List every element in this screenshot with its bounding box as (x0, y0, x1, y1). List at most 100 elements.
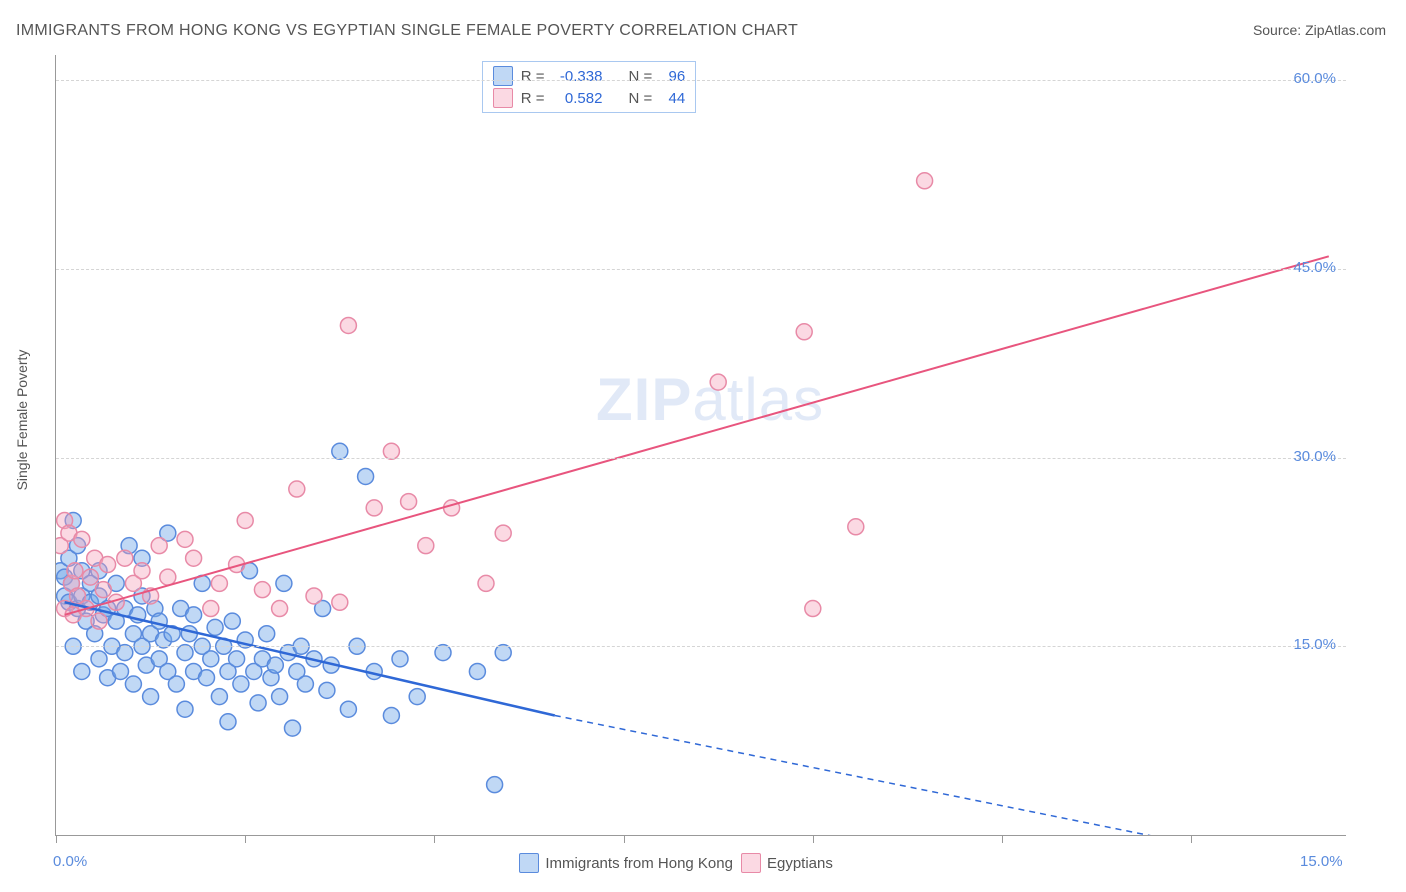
data-point (186, 550, 202, 566)
r-value: 0.582 (552, 90, 602, 107)
data-point (444, 500, 460, 516)
data-point (710, 374, 726, 390)
data-point (272, 689, 288, 705)
data-point (267, 657, 283, 673)
data-point (82, 569, 98, 585)
data-point (211, 575, 227, 591)
legend-swatch (519, 853, 539, 873)
data-point (237, 512, 253, 528)
data-point (74, 531, 90, 547)
data-point (74, 663, 90, 679)
data-point (181, 626, 197, 642)
data-point (796, 324, 812, 340)
n-label: N = (628, 90, 652, 107)
r-label: R = (521, 68, 545, 85)
x-tick (245, 835, 246, 843)
x-tick (434, 835, 435, 843)
data-point (250, 695, 266, 711)
data-point (401, 494, 417, 510)
data-point (91, 651, 107, 667)
data-point (848, 519, 864, 535)
data-point (805, 601, 821, 617)
data-point (67, 563, 83, 579)
data-point (340, 701, 356, 717)
n-value: 44 (660, 90, 685, 107)
legend-item: Egyptians (741, 853, 833, 873)
r-value: -0.338 (552, 68, 602, 85)
legend-stat-row: R = 0.582 N = 44 (493, 88, 686, 108)
data-point (186, 607, 202, 623)
gridline (56, 646, 1346, 647)
data-point (233, 676, 249, 692)
data-point (285, 720, 301, 736)
data-point (306, 588, 322, 604)
data-point (125, 676, 141, 692)
x-tick (624, 835, 625, 843)
y-axis-label: Single Female Poverty (14, 350, 30, 491)
data-point (495, 525, 511, 541)
legend-swatch (741, 853, 761, 873)
data-point (168, 676, 184, 692)
data-point (100, 557, 116, 573)
legend-label: Egyptians (767, 855, 833, 872)
legend-swatch (493, 66, 513, 86)
data-point (211, 689, 227, 705)
data-point (207, 619, 223, 635)
data-point (203, 601, 219, 617)
data-point (143, 689, 159, 705)
data-point (289, 481, 305, 497)
data-point (332, 594, 348, 610)
data-point (134, 563, 150, 579)
chart-container: IMMIGRANTS FROM HONG KONG VS EGYPTIAN SI… (0, 0, 1406, 892)
data-point (409, 689, 425, 705)
data-point (229, 651, 245, 667)
data-point (160, 569, 176, 585)
data-point (276, 575, 292, 591)
legend-item: Immigrants from Hong Kong (519, 853, 733, 873)
data-point (224, 613, 240, 629)
data-point (177, 701, 193, 717)
x-tick (813, 835, 814, 843)
x-tick (1191, 835, 1192, 843)
data-point (254, 582, 270, 598)
data-point (95, 582, 111, 598)
legend-swatch (493, 88, 513, 108)
data-point (199, 670, 215, 686)
r-label: R = (521, 90, 545, 107)
data-point (203, 651, 219, 667)
data-point (117, 550, 133, 566)
data-point (366, 500, 382, 516)
data-point (113, 663, 129, 679)
chart-title: IMMIGRANTS FROM HONG KONG VS EGYPTIAN SI… (16, 22, 798, 40)
data-point (383, 707, 399, 723)
scatter-svg (56, 55, 1346, 835)
data-point (259, 626, 275, 642)
data-point (177, 531, 193, 547)
source-label: Source: ZipAtlas.com (1253, 22, 1386, 38)
data-point (220, 714, 236, 730)
data-point (272, 601, 288, 617)
legend-label: Immigrants from Hong Kong (545, 855, 733, 872)
data-point (358, 468, 374, 484)
data-point (418, 538, 434, 554)
legend-series: Immigrants from Hong Kong Egyptians (519, 853, 832, 873)
gridline (56, 458, 1346, 459)
data-point (151, 538, 167, 554)
data-point (392, 651, 408, 667)
trend-line-dashed (555, 715, 1303, 835)
x-origin-label: 0.0% (53, 853, 87, 870)
data-point (469, 663, 485, 679)
legend-stat-row: R =-0.338N =96 (493, 66, 686, 86)
data-point (297, 676, 313, 692)
data-point (319, 682, 335, 698)
gridline (56, 80, 1346, 81)
data-point (487, 777, 503, 793)
data-point (478, 575, 494, 591)
data-point (340, 317, 356, 333)
data-point (917, 173, 933, 189)
x-tick (1002, 835, 1003, 843)
plot-area: ZIPatlas R =-0.338N =96R =0.582N =44 15.… (55, 55, 1346, 836)
trend-line (65, 256, 1329, 615)
legend-stats: R =-0.338N =96R =0.582N =44 (482, 61, 697, 113)
n-label: N = (628, 68, 652, 85)
